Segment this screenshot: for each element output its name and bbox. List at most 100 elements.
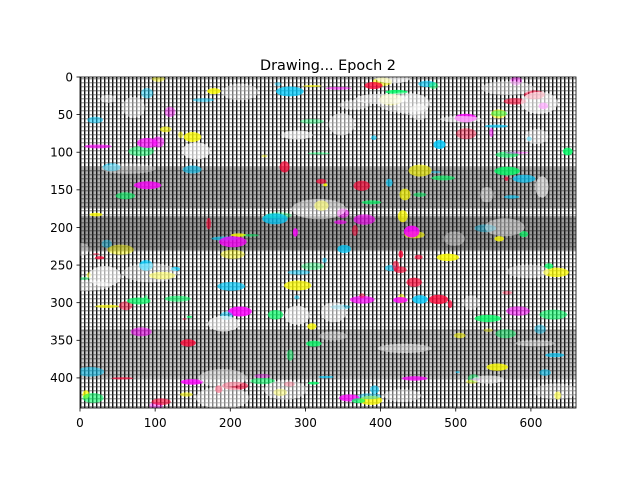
light-patch xyxy=(264,380,307,400)
light-patch xyxy=(339,100,370,110)
color-blob xyxy=(359,395,383,405)
color-blob xyxy=(94,256,105,260)
color-blob xyxy=(101,239,113,248)
color-blob xyxy=(431,175,455,181)
color-blob xyxy=(352,224,358,237)
light-patch xyxy=(207,315,240,332)
color-blob xyxy=(336,208,350,218)
color-blob xyxy=(292,228,298,237)
color-blob xyxy=(406,277,422,287)
color-blob xyxy=(182,165,202,174)
y-tick-label: 400 xyxy=(50,371,73,385)
color-blob xyxy=(369,385,380,394)
y-tick-label: 0 xyxy=(65,70,73,84)
color-blob xyxy=(526,136,532,142)
color-blob xyxy=(92,252,100,256)
color-blob xyxy=(215,385,223,394)
color-blob xyxy=(148,271,176,280)
color-blob xyxy=(494,236,505,242)
color-blob xyxy=(151,398,171,406)
color-blob xyxy=(179,392,193,397)
light-patch xyxy=(281,130,313,140)
color-blob xyxy=(218,236,247,248)
color-blob xyxy=(267,310,284,320)
color-blob xyxy=(80,366,105,377)
color-blob xyxy=(130,327,152,337)
light-patch xyxy=(284,305,310,325)
color-blob xyxy=(399,188,411,201)
color-blob xyxy=(337,244,352,254)
light-patch xyxy=(182,142,211,160)
color-blob xyxy=(543,267,569,278)
color-blob xyxy=(474,314,502,323)
light-patch xyxy=(222,83,259,101)
color-blob xyxy=(483,328,494,333)
color-blob xyxy=(217,281,246,291)
color-blob xyxy=(502,290,513,295)
color-blob xyxy=(506,306,530,316)
color-blob xyxy=(178,131,184,139)
x-tick-label: 300 xyxy=(294,416,317,430)
color-blob xyxy=(474,224,497,233)
color-blob xyxy=(408,164,432,177)
color-blob xyxy=(128,146,155,157)
color-blob xyxy=(303,84,322,88)
light-patch xyxy=(481,81,534,95)
color-blob xyxy=(504,151,530,154)
color-blob xyxy=(180,339,196,347)
light-patch xyxy=(198,369,247,388)
color-blob xyxy=(151,77,165,82)
color-blob xyxy=(111,377,134,380)
color-blob xyxy=(192,98,215,102)
chart-title: Drawing... Epoch 2 xyxy=(260,58,396,74)
color-blob xyxy=(274,82,282,86)
color-blob xyxy=(486,363,509,371)
color-blob xyxy=(447,300,453,309)
color-blob xyxy=(140,87,154,99)
color-blob xyxy=(490,109,507,119)
color-blob xyxy=(82,392,104,403)
color-blob xyxy=(430,170,442,174)
color-blob xyxy=(545,353,565,358)
color-blob xyxy=(364,82,383,90)
color-blob xyxy=(102,163,121,172)
dark-band xyxy=(80,167,576,209)
light-patch xyxy=(320,302,347,323)
light-patch xyxy=(377,343,432,353)
color-blob xyxy=(294,295,300,300)
color-blob xyxy=(370,135,377,141)
y-tick-label: 250 xyxy=(50,258,73,272)
color-blob xyxy=(353,180,370,191)
color-blob xyxy=(393,296,408,304)
y-tick-label: 150 xyxy=(50,183,73,197)
color-blob xyxy=(299,119,325,124)
color-blob xyxy=(403,225,420,238)
color-blob xyxy=(261,154,268,158)
light-patch xyxy=(515,340,555,347)
y-tick-label: 100 xyxy=(50,146,73,160)
color-blob xyxy=(401,376,428,381)
color-blob xyxy=(138,260,153,271)
color-blob xyxy=(512,174,536,183)
color-blob xyxy=(301,262,325,270)
color-blob xyxy=(436,253,460,262)
color-blob xyxy=(95,304,120,308)
color-blob xyxy=(544,263,554,269)
color-blob xyxy=(254,373,271,379)
color-blob xyxy=(228,306,252,317)
color-blob xyxy=(318,375,334,379)
light-patch xyxy=(506,264,550,279)
light-patch xyxy=(195,386,250,408)
dark-band xyxy=(80,216,576,251)
light-patch xyxy=(375,77,411,84)
color-blob xyxy=(325,86,352,90)
color-blob xyxy=(186,315,193,319)
color-blob xyxy=(133,181,162,190)
color-blob xyxy=(503,98,527,105)
color-blob xyxy=(164,295,191,302)
x-axis: 0 100 200 300 400 500 600 xyxy=(76,408,542,430)
x-tick-label: 100 xyxy=(144,416,167,430)
color-blob xyxy=(534,324,546,334)
light-patch xyxy=(535,176,549,198)
